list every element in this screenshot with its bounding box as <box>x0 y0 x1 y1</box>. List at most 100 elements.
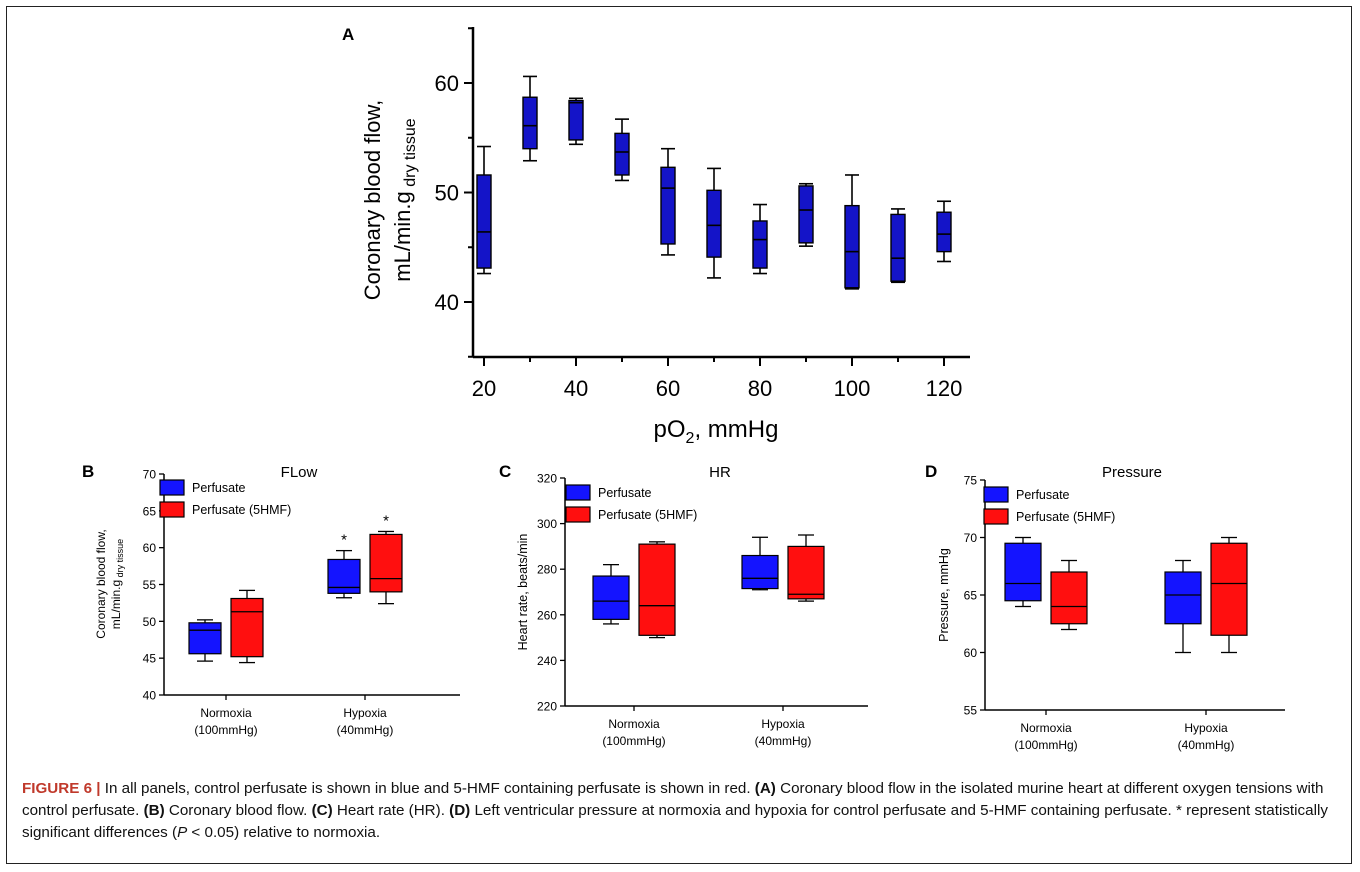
panel-a-box <box>706 167 722 279</box>
panel-a-x-tick-label: 100 <box>834 376 871 401</box>
panel-b-legend-swatch <box>159 479 185 496</box>
caption-text: Coronary blood flow. <box>164 802 312 819</box>
panel-a-box-iqr <box>568 99 584 141</box>
panel-c-box <box>638 541 676 639</box>
figure-frame <box>6 6 1352 864</box>
panel-b-letter: B <box>82 462 94 481</box>
panel-d-legend-swatch <box>983 486 1009 503</box>
caption-text: In all panels, control perfusate is show… <box>100 780 755 797</box>
panel-b-y-axis-label-unit: mL/min.g dry tissue <box>109 539 125 629</box>
caption-panel-ref: (B) <box>143 802 165 819</box>
panel-a-box-iqr <box>890 213 906 282</box>
panel-b-box <box>230 589 264 664</box>
panel-d-x-tick-label-sub: (100mmHg) <box>1014 738 1077 752</box>
panel-b-box-iqr <box>327 558 361 594</box>
panel-a-y-tick-label: 50 <box>435 181 459 206</box>
panel-a-x-tick-label: 20 <box>472 376 496 401</box>
panel-d-y-tick-label: 70 <box>964 531 978 545</box>
panel-d-box-iqr <box>1164 571 1202 625</box>
panel-a-box <box>752 203 768 275</box>
panel-a-x-tick-label: 60 <box>656 376 680 401</box>
panel-a-box <box>568 97 584 146</box>
panel-c-box-iqr <box>787 545 825 600</box>
panel-d-box-iqr <box>1004 542 1042 602</box>
panel-d-legend-label: Perfusate <box>1016 488 1070 502</box>
panel-a-box <box>660 147 676 256</box>
panel-c-legend-label: Perfusate <box>598 486 652 500</box>
panel-b-y-tick-label: 40 <box>143 689 157 703</box>
panel-b-y-tick-label: 65 <box>143 504 157 518</box>
panel-c-letter: C <box>499 462 511 481</box>
caption-text: Heart rate (HR). <box>332 802 450 819</box>
caption-figure-number: FIGURE 6 | <box>22 780 101 797</box>
panel-d-box <box>1050 559 1088 631</box>
panel-c-legend-label: Perfusate (5HMF) <box>598 508 697 522</box>
panel-a-box <box>798 182 814 247</box>
panel-b-significance-marker: * <box>383 512 389 529</box>
caption-panel-ref: (C) <box>311 802 333 819</box>
panel-a-box-iqr <box>752 220 768 269</box>
figure-caption: FIGURE 6 | In all panels, control perfus… <box>22 778 1340 844</box>
panel-b-y-tick-label: 45 <box>143 652 157 666</box>
caption-panel-ref: (A) <box>754 780 776 797</box>
figure-panels: A 40 50 60 20 40 60 80 100 120 pO2, mmHg Coronary b… <box>82 25 1285 752</box>
panel-a-box <box>614 118 630 182</box>
panel-a-box <box>476 145 492 275</box>
caption-text: < 0.05) relative to normoxia. <box>187 824 381 841</box>
panel-c-x-tick-label: Hypoxia <box>761 717 805 731</box>
panel-b-box-iqr <box>188 622 222 655</box>
panel-b-x-tick-label: Normoxia <box>200 706 252 720</box>
panel-a: A 40 50 60 20 40 60 80 100 120 pO2, mmHg Coronary b… <box>342 25 970 447</box>
panel-a-box-iqr <box>660 166 676 245</box>
panel-a-box-iqr <box>798 185 814 244</box>
panel-d-letter: D <box>925 462 937 481</box>
panel-a-x-tick-label: 120 <box>926 376 963 401</box>
panel-c-box <box>787 534 825 602</box>
panel-c-legend-swatch <box>565 484 591 501</box>
panel-c-box-iqr <box>592 575 630 620</box>
panel-a-y-axis-label: Coronary blood flow, <box>360 100 385 301</box>
panel-a-box <box>936 200 952 263</box>
panel-d-box-iqr <box>1050 571 1088 625</box>
panel-b-x-tick-label: Hypoxia <box>343 706 387 720</box>
panel-a-box <box>522 75 538 162</box>
panel-a-box-iqr <box>614 132 630 176</box>
panel-a-box <box>844 174 860 290</box>
panel-d-legend-label: Perfusate (5HMF) <box>1016 510 1115 524</box>
panel-d-y-tick-label: 60 <box>964 646 978 660</box>
panel-c-y-tick-label: 280 <box>537 563 557 577</box>
panel-d-x-tick-label: Hypoxia <box>1184 721 1228 735</box>
panel-a-box <box>890 208 906 284</box>
panel-c-box-iqr <box>741 554 779 590</box>
panel-c-box <box>741 536 779 591</box>
panel-a-x-tick-label: 40 <box>564 376 588 401</box>
panel-a-x-axis-label: pO2, mmHg <box>654 416 779 447</box>
panel-a-box-iqr <box>522 96 538 150</box>
panel-b-box-iqr <box>230 597 264 658</box>
panel-c-legend-swatch <box>565 506 591 523</box>
panel-d-x-tick-label-sub: (40mmHg) <box>1178 738 1235 752</box>
panel-b-box <box>188 619 222 662</box>
caption-text: Left ventricular pressure at normoxia an… <box>22 802 1328 841</box>
caption-text: Coronary blood flow in the isolated muri… <box>22 780 1324 819</box>
panel-a-y-tick-label: 60 <box>435 71 459 96</box>
panel-d: D Pressure 55 60 65 70 75 Pressure, mmHg Normoxi… <box>925 462 1285 752</box>
panel-b-legend-swatch <box>159 501 185 518</box>
panel-c: C HR 220 240 260 280 300 320 Heart rate, beats/m… <box>499 462 868 748</box>
panel-b-box-iqr <box>369 533 403 593</box>
panel-b-significance-marker: * <box>341 532 347 549</box>
panel-d-box <box>1210 536 1248 654</box>
panel-b-y-tick-label: 55 <box>143 578 157 592</box>
panel-b-x-tick-label-sub: (40mmHg) <box>337 723 394 737</box>
panel-c-title: HR <box>709 464 731 481</box>
panel-b-box <box>369 530 403 605</box>
panel-b-title: FLow <box>281 464 318 481</box>
panel-c-y-tick-label: 240 <box>537 654 557 668</box>
panel-a-box-iqr <box>476 174 492 269</box>
panel-d-y-tick-label: 55 <box>964 704 978 718</box>
panel-d-title: Pressure <box>1102 464 1162 481</box>
panel-b: B FLow 40 45 50 55 60 65 70 Coronary blood flow, m… <box>82 462 460 737</box>
panel-d-box <box>1004 536 1042 608</box>
panel-a-box-iqr <box>706 189 722 258</box>
panel-b-y-axis-label: Coronary blood flow, <box>94 529 108 638</box>
